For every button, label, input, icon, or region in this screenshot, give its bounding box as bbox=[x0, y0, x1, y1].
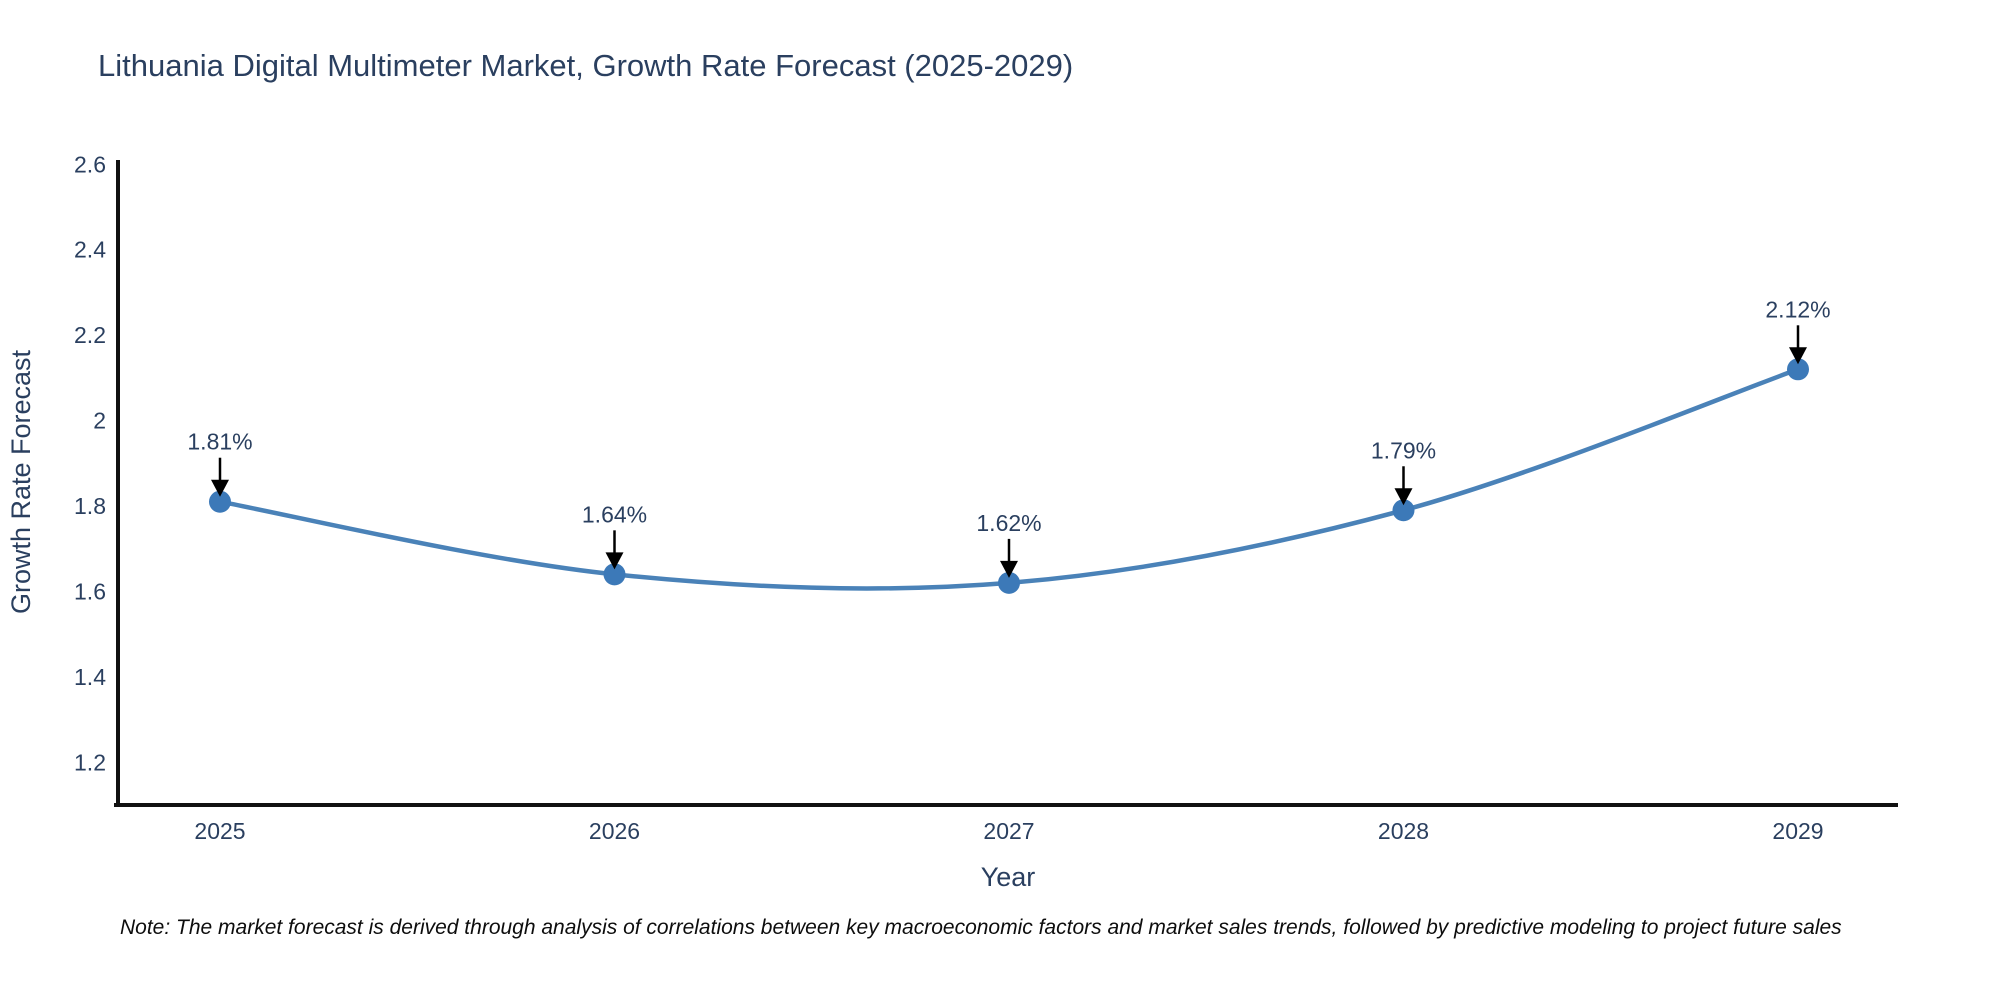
plot-generated-layer: 1.2 1.4 1.6 1.8 2 2.2 2.4 2.6 2025 2026 2027 2028 20… bbox=[74, 151, 1898, 844]
data-point-marker bbox=[1392, 499, 1415, 522]
data-point-label: 1.62% bbox=[976, 510, 1041, 536]
x-axis-title: Year bbox=[981, 862, 1036, 892]
y-tick-label: 1.8 bbox=[74, 493, 106, 519]
annotation-arrow-head bbox=[1000, 560, 1018, 578]
annotation-arrow-head bbox=[211, 479, 229, 497]
data-point-marker bbox=[209, 490, 231, 513]
data-point-marker bbox=[1787, 358, 1809, 381]
chart-title: Lithuania Digital Multimeter Market, Gro… bbox=[98, 48, 1074, 83]
data-point-label: 1.81% bbox=[187, 429, 252, 455]
y-tick-label: 2 bbox=[93, 408, 106, 434]
x-tick-label: 2028 bbox=[1378, 818, 1429, 844]
x-tick-label: 2026 bbox=[589, 818, 640, 844]
x-tick-label: 2027 bbox=[983, 818, 1034, 844]
y-axis-title: Growth Rate Forecast bbox=[6, 349, 36, 614]
y-tick-label: 2.2 bbox=[74, 322, 106, 348]
y-tick-label: 2.4 bbox=[74, 237, 106, 263]
y-tick-label: 1.4 bbox=[74, 664, 106, 690]
y-tick-label: 2.6 bbox=[74, 151, 106, 177]
y-tick-label: 1.2 bbox=[74, 749, 106, 775]
annotation-arrow-head bbox=[1789, 347, 1807, 365]
annotation-arrow-head bbox=[605, 552, 624, 570]
annotation-arrow-head bbox=[1394, 488, 1413, 506]
chart-note: Note: The market forecast is derived thr… bbox=[120, 916, 1842, 939]
data-point-label: 1.79% bbox=[1371, 437, 1436, 463]
y-tick-label: 1.6 bbox=[74, 578, 106, 604]
data-point-marker bbox=[603, 563, 626, 586]
data-point-marker bbox=[998, 571, 1020, 594]
data-point-label: 2.12% bbox=[1765, 296, 1830, 322]
data-point-label: 1.64% bbox=[582, 501, 647, 527]
x-tick-label: 2029 bbox=[1772, 818, 1823, 844]
x-tick-label: 2025 bbox=[194, 818, 245, 844]
